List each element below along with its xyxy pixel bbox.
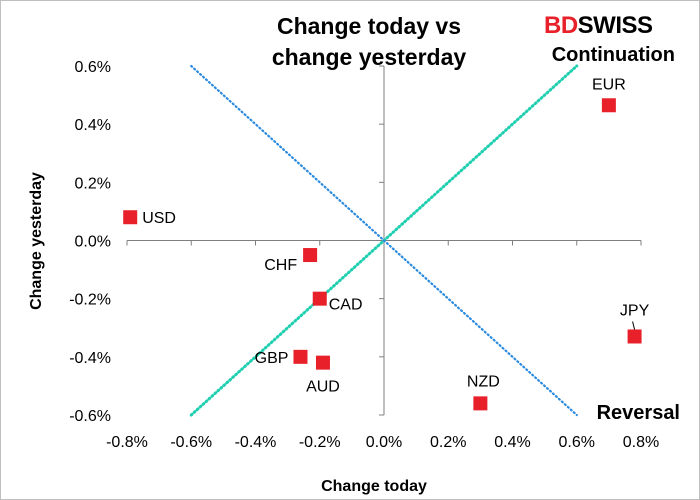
data-point-jpy <box>627 329 642 344</box>
y-tick-label: -0.2% <box>69 292 111 309</box>
label-leader-jpy <box>632 321 636 330</box>
brand-logo-part2: SWISS <box>578 12 653 39</box>
data-label-aud: AUD <box>306 379 340 396</box>
data-point-aud <box>315 355 330 370</box>
x-tick-label: 0.8% <box>623 434 659 451</box>
x-tick-label: 0.6% <box>559 434 595 451</box>
data-label-nzd: NZD <box>467 373 500 390</box>
data-label-usd: USD <box>142 210 176 227</box>
chart-title-line2: change yesterday <box>272 44 467 70</box>
data-point-usd <box>123 210 138 225</box>
data-label-jpy: JPY <box>620 302 650 319</box>
data-point-chf <box>303 248 318 263</box>
x-tick-label: 0.4% <box>494 434 530 451</box>
y-axis-title: Change yesterday <box>28 172 45 310</box>
data-label-eur: EUR <box>592 76 626 93</box>
x-tick-label: 0.0% <box>366 434 402 451</box>
y-tick-label: 0.4% <box>75 117 111 134</box>
data-point-eur <box>601 98 616 113</box>
tick-group: -0.8% -0.6% -0.4% -0.2% 0.0% 0.2% 0.4% 0.6% 0.8%… <box>69 59 659 451</box>
y-tick-label: -0.6% <box>69 408 111 425</box>
y-tick-label: -0.4% <box>69 350 111 367</box>
brand-logo-part1: BD <box>544 12 578 39</box>
x-tick-label: -0.8% <box>106 434 148 451</box>
y-tick-label: 0.2% <box>75 175 111 192</box>
data-points: USD EUR CHF CAD GBP AUD NZD JPY <box>123 76 650 411</box>
data-label-gbp: GBP <box>255 350 289 367</box>
x-tick-label: -0.2% <box>299 434 341 451</box>
y-tick-label: 0.0% <box>75 234 111 251</box>
guide-lines <box>189 64 579 417</box>
continuation-label: Continuation <box>552 44 675 66</box>
brand-logo: BDSWISS <box>544 12 654 39</box>
chart-title-line1: Change today vs <box>277 13 461 39</box>
data-label-chf: CHF <box>264 257 297 274</box>
reversal-line <box>190 64 578 417</box>
x-tick-label: -0.4% <box>235 434 277 451</box>
data-label-cad: CAD <box>329 297 363 314</box>
data-point-cad <box>312 291 327 306</box>
x-tick-label: 0.2% <box>430 434 466 451</box>
data-point-gbp <box>293 349 308 364</box>
y-tick-label: 0.6% <box>75 59 111 76</box>
data-point-nzd <box>473 396 488 411</box>
x-tick-label: -0.6% <box>170 434 212 451</box>
svg-text:BDSWISS: BDSWISS <box>544 12 653 39</box>
reversal-label: Reversal <box>597 402 680 424</box>
x-axis-title: Change today <box>321 478 427 495</box>
